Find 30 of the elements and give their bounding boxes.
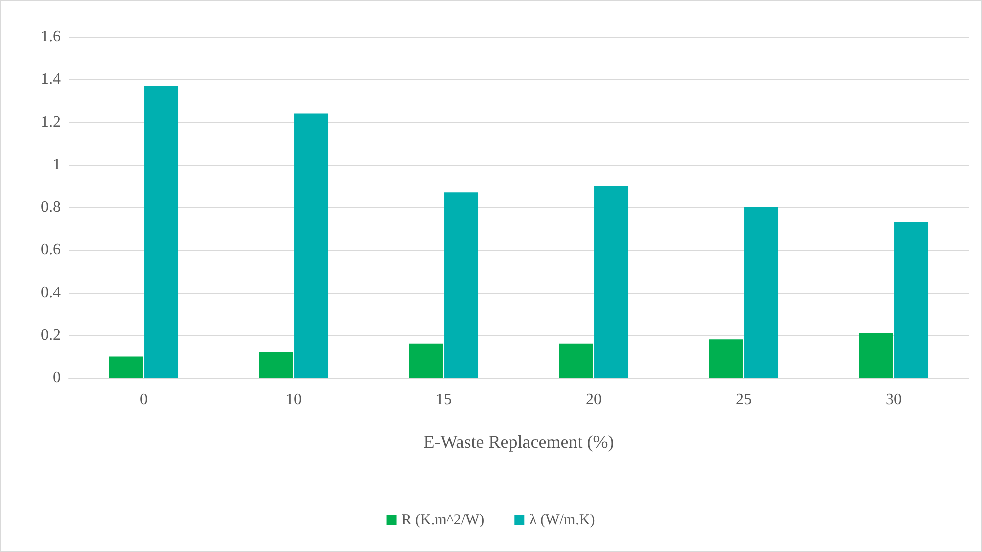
bar <box>409 344 444 378</box>
x-axis-title: E-Waste Replacement (%) <box>424 432 614 452</box>
bar <box>559 344 594 378</box>
y-tick-label: 0.4 <box>41 284 61 302</box>
bar <box>294 114 329 378</box>
bar <box>259 352 294 378</box>
y-tick-label: 0.2 <box>41 326 61 344</box>
bar <box>109 356 144 378</box>
x-tick-label: 25 <box>736 392 752 408</box>
x-tick-label: 20 <box>586 392 602 408</box>
y-tick-label: 0 <box>53 370 61 386</box>
bar <box>444 192 479 378</box>
y-tick-label: 1.6 <box>41 28 61 46</box>
x-tick-label: 15 <box>436 392 452 408</box>
y-tick-label: 0.6 <box>41 242 61 259</box>
bar <box>144 86 179 378</box>
bar <box>859 333 894 378</box>
y-tick-label: 0.8 <box>41 199 61 216</box>
y-tick-label: 1.4 <box>41 71 61 88</box>
bar <box>744 208 779 378</box>
y-tick-label: 1 <box>53 156 61 174</box>
legend-label: R (K.m^2/W) <box>402 512 485 528</box>
bar <box>709 340 744 378</box>
x-tick-label: 10 <box>286 392 302 408</box>
bar <box>594 186 629 378</box>
legend-label: λ (W/m.K) <box>530 512 596 528</box>
x-tick-label: 0 <box>140 392 148 408</box>
x-tick-label: 30 <box>886 392 902 408</box>
bar <box>894 222 929 378</box>
y-tick-label: 1.2 <box>41 114 61 131</box>
